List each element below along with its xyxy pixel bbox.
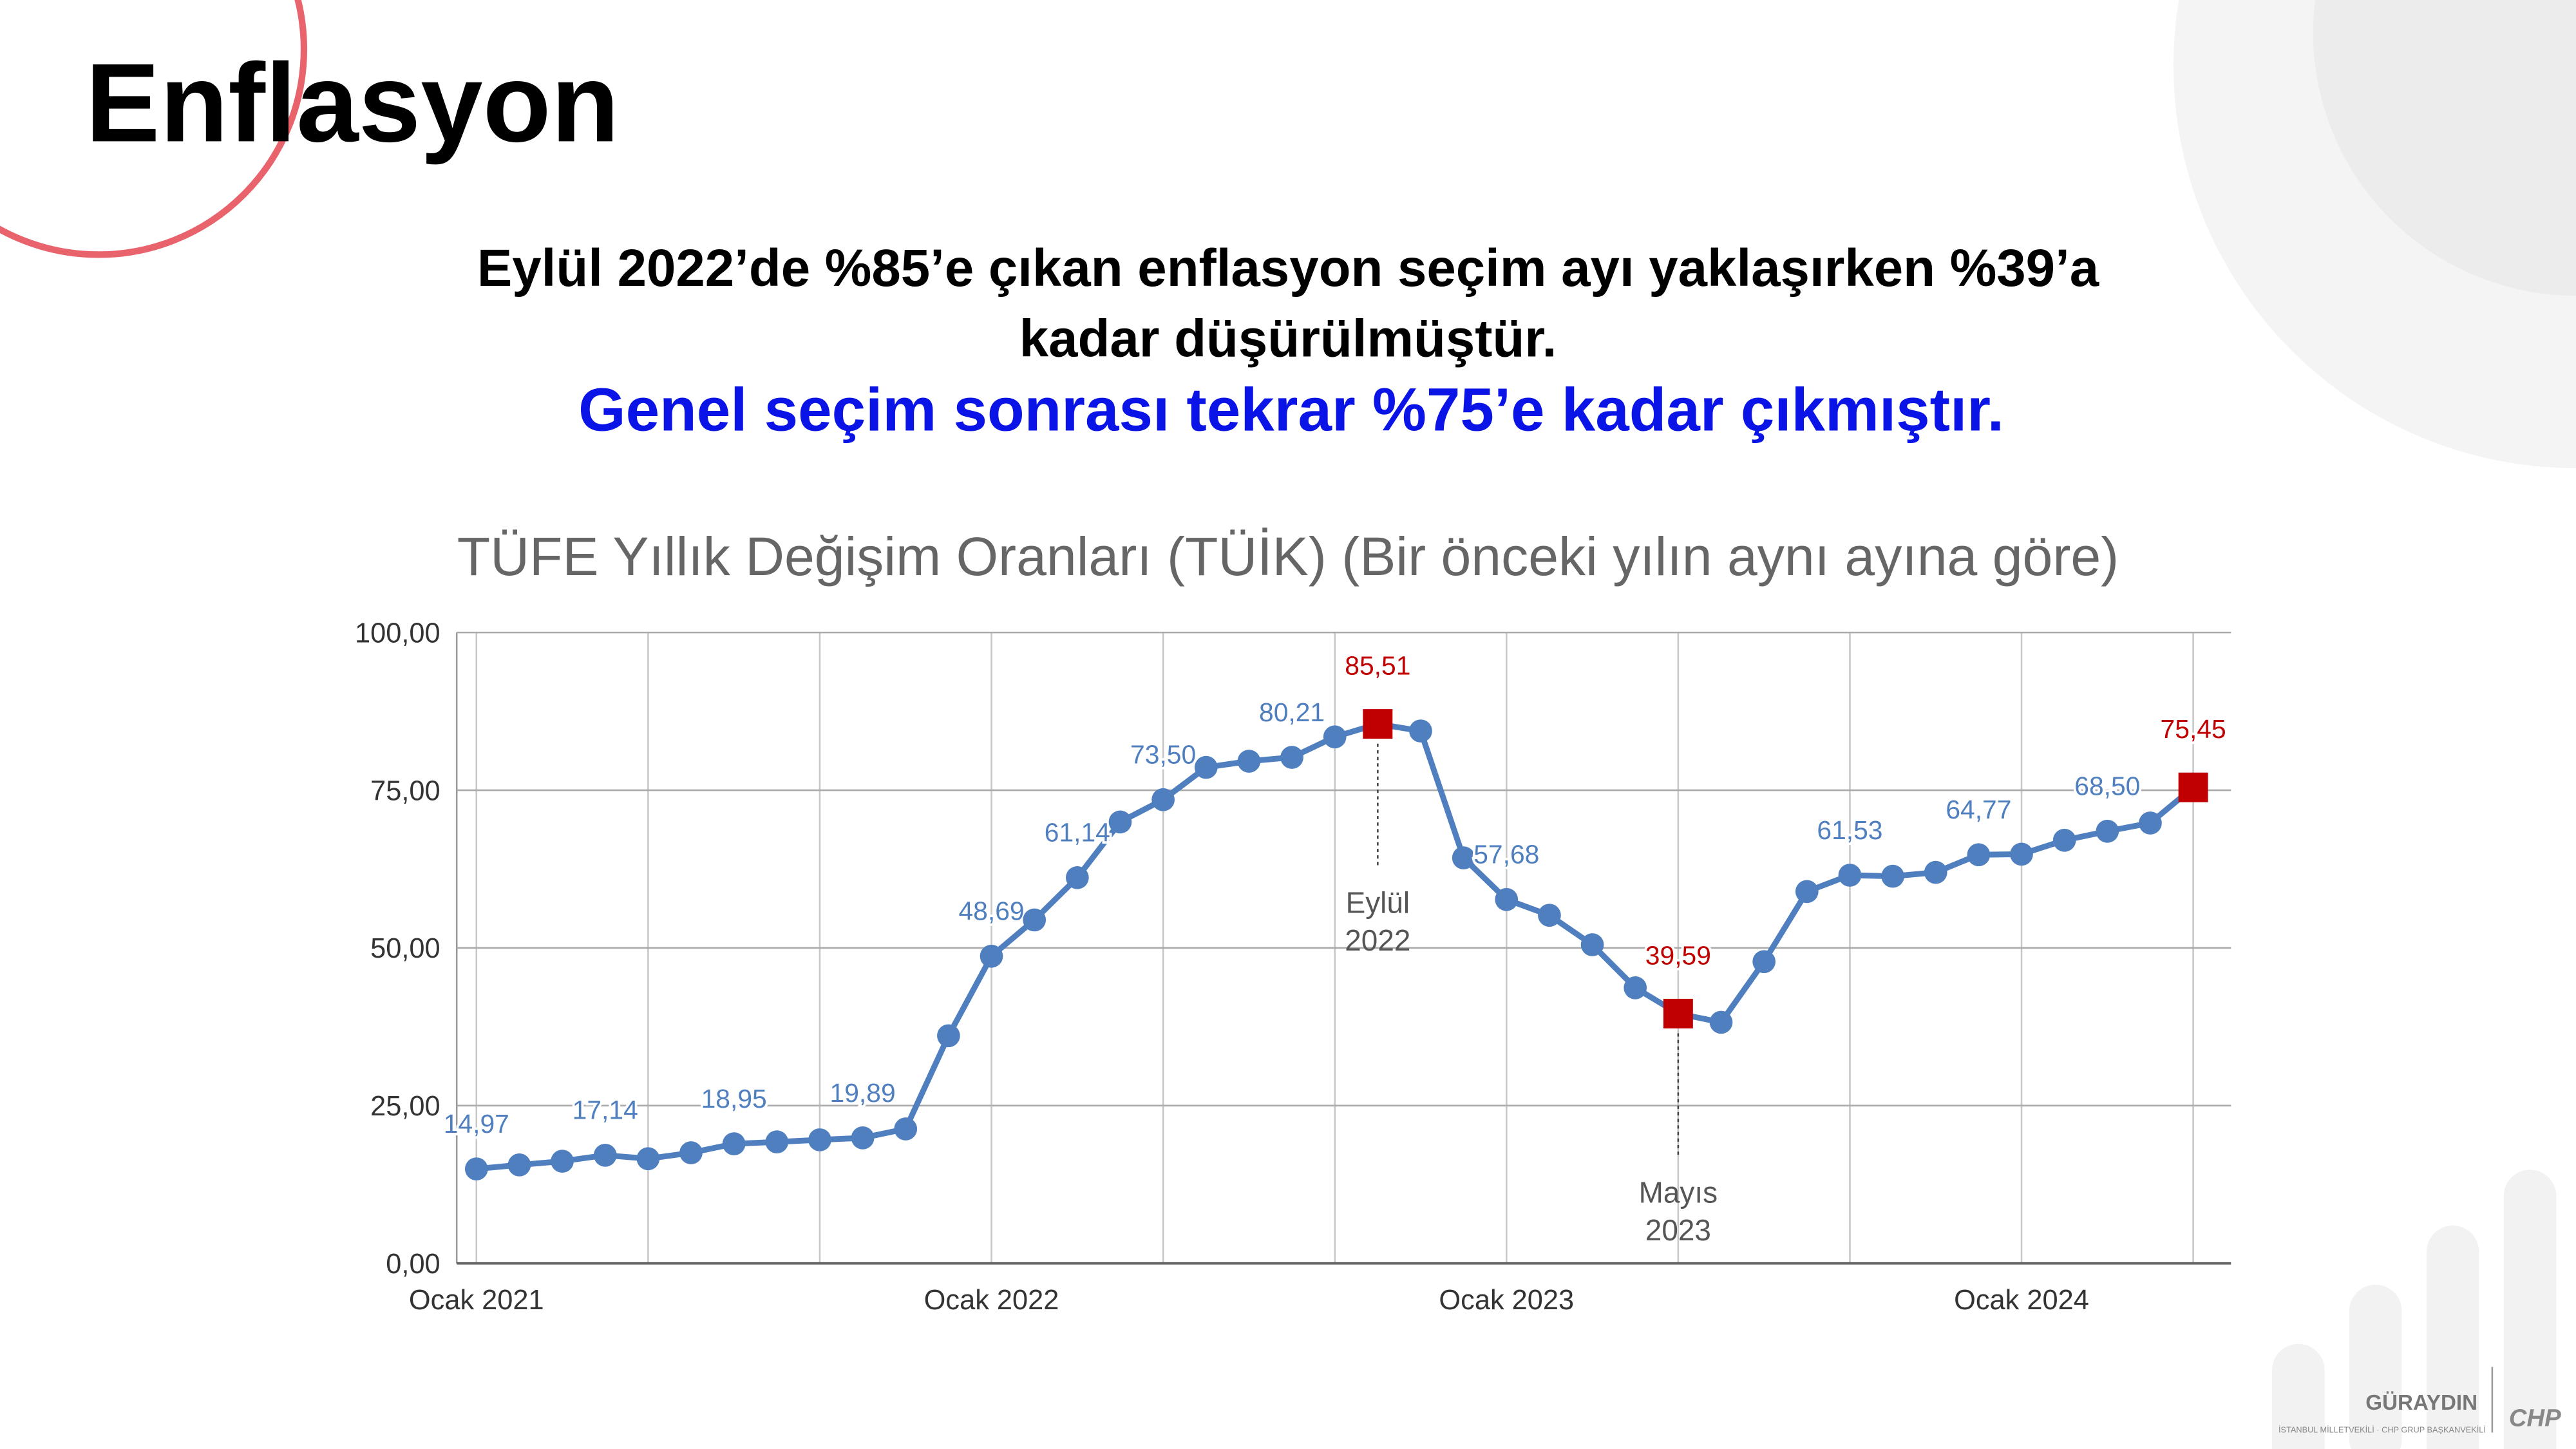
marker <box>2139 811 2162 835</box>
marker <box>1452 846 1475 870</box>
marker <box>1709 1010 1733 1034</box>
subtitle: Eylül 2022’de %85’e çıkan enflasyon seçi… <box>477 239 2099 298</box>
marker <box>464 1157 488 1180</box>
value-label: 18,95 <box>701 1084 767 1113</box>
deco-circle <box>2313 0 2576 296</box>
y-tick-label: 100,00 <box>355 618 440 649</box>
value-label: 68,50 <box>2074 772 2140 801</box>
marker <box>2052 828 2076 852</box>
annotation: Eylül <box>1346 886 1410 919</box>
annotation: 2022 <box>1345 923 1410 957</box>
marker <box>894 1117 918 1141</box>
marker <box>2010 842 2033 866</box>
value-label: 75,45 <box>2161 714 2226 744</box>
logo-note: İSTANBUL MİLLETVEKİLİ · CHP GRUP BAŞKANV… <box>2278 1425 2486 1434</box>
highlight-marker <box>2178 772 2208 802</box>
value-label: 73,50 <box>1130 740 1196 770</box>
y-tick-label: 75,00 <box>370 775 440 806</box>
value-label: 48,69 <box>958 896 1024 926</box>
x-tick-label: Ocak 2022 <box>924 1285 1059 1316</box>
marker <box>1023 908 1046 932</box>
value-label: 14,97 <box>444 1109 509 1139</box>
slide-title: Enflasyon <box>86 40 620 165</box>
marker <box>1495 887 1519 911</box>
marker <box>1924 860 1947 884</box>
value-label: 80,21 <box>1259 697 1325 727</box>
marker <box>1538 904 1561 927</box>
chart-title: TÜFE Yıllık Değişim Oranları (TÜİK) (Bir… <box>457 526 2119 587</box>
y-tick-label: 50,00 <box>370 933 440 964</box>
marker <box>1194 755 1218 779</box>
x-tick-label: Ocak 2021 <box>409 1285 544 1316</box>
annotation: 2023 <box>1645 1213 1711 1247</box>
marker <box>1967 843 1991 867</box>
highlight-marker <box>1363 709 1393 739</box>
marker <box>980 944 1003 968</box>
marker <box>1280 746 1303 769</box>
marker <box>765 1130 789 1154</box>
deco-bars <box>2272 1170 2557 1449</box>
value-label: 17,14 <box>573 1095 638 1125</box>
marker <box>1838 864 1862 887</box>
value-label: 57,68 <box>1473 840 1539 869</box>
highlight-marker <box>1663 998 1693 1028</box>
logo-party: CHP <box>2509 1404 2561 1432</box>
annotation: Mayıs <box>1639 1175 1718 1209</box>
marker <box>551 1150 574 1173</box>
highlight: Genel seçim sonrası tekrar %75’e kadar ç… <box>578 376 2004 444</box>
marker <box>1409 719 1432 743</box>
marker <box>1237 750 1261 773</box>
marker <box>808 1128 831 1151</box>
marker <box>636 1147 660 1171</box>
marker <box>1795 880 1819 904</box>
marker <box>593 1143 617 1167</box>
deco-ring <box>0 0 307 258</box>
marker <box>1881 864 1904 888</box>
value-label: 64,77 <box>1946 795 2011 824</box>
marker <box>1580 933 1604 956</box>
marker <box>1752 950 1776 974</box>
x-tick-label: Ocak 2024 <box>1954 1285 2089 1316</box>
marker <box>851 1126 875 1150</box>
marker <box>1624 976 1647 999</box>
value-label: 19,89 <box>830 1078 896 1108</box>
y-tick-label: 25,00 <box>370 1091 440 1122</box>
value-label: 85,51 <box>1345 651 1410 681</box>
marker <box>1323 725 1347 749</box>
marker <box>722 1132 746 1155</box>
marker <box>2096 819 2119 843</box>
y-tick-label: 0,00 <box>386 1249 440 1280</box>
marker <box>679 1141 703 1164</box>
value-label: 39,59 <box>1645 940 1711 970</box>
marker <box>1151 788 1175 811</box>
value-label: 61,14 <box>1045 818 1110 848</box>
marker <box>507 1153 531 1177</box>
x-tick-label: Ocak 2023 <box>1439 1285 1574 1316</box>
subtitle: kadar düşürülmüştür. <box>1019 310 1557 368</box>
value-label: 61,53 <box>1817 815 1882 845</box>
marker <box>1108 810 1132 834</box>
logo-name: GÜRAYDIN <box>2365 1391 2477 1415</box>
marker <box>937 1024 960 1048</box>
marker <box>1065 866 1089 889</box>
